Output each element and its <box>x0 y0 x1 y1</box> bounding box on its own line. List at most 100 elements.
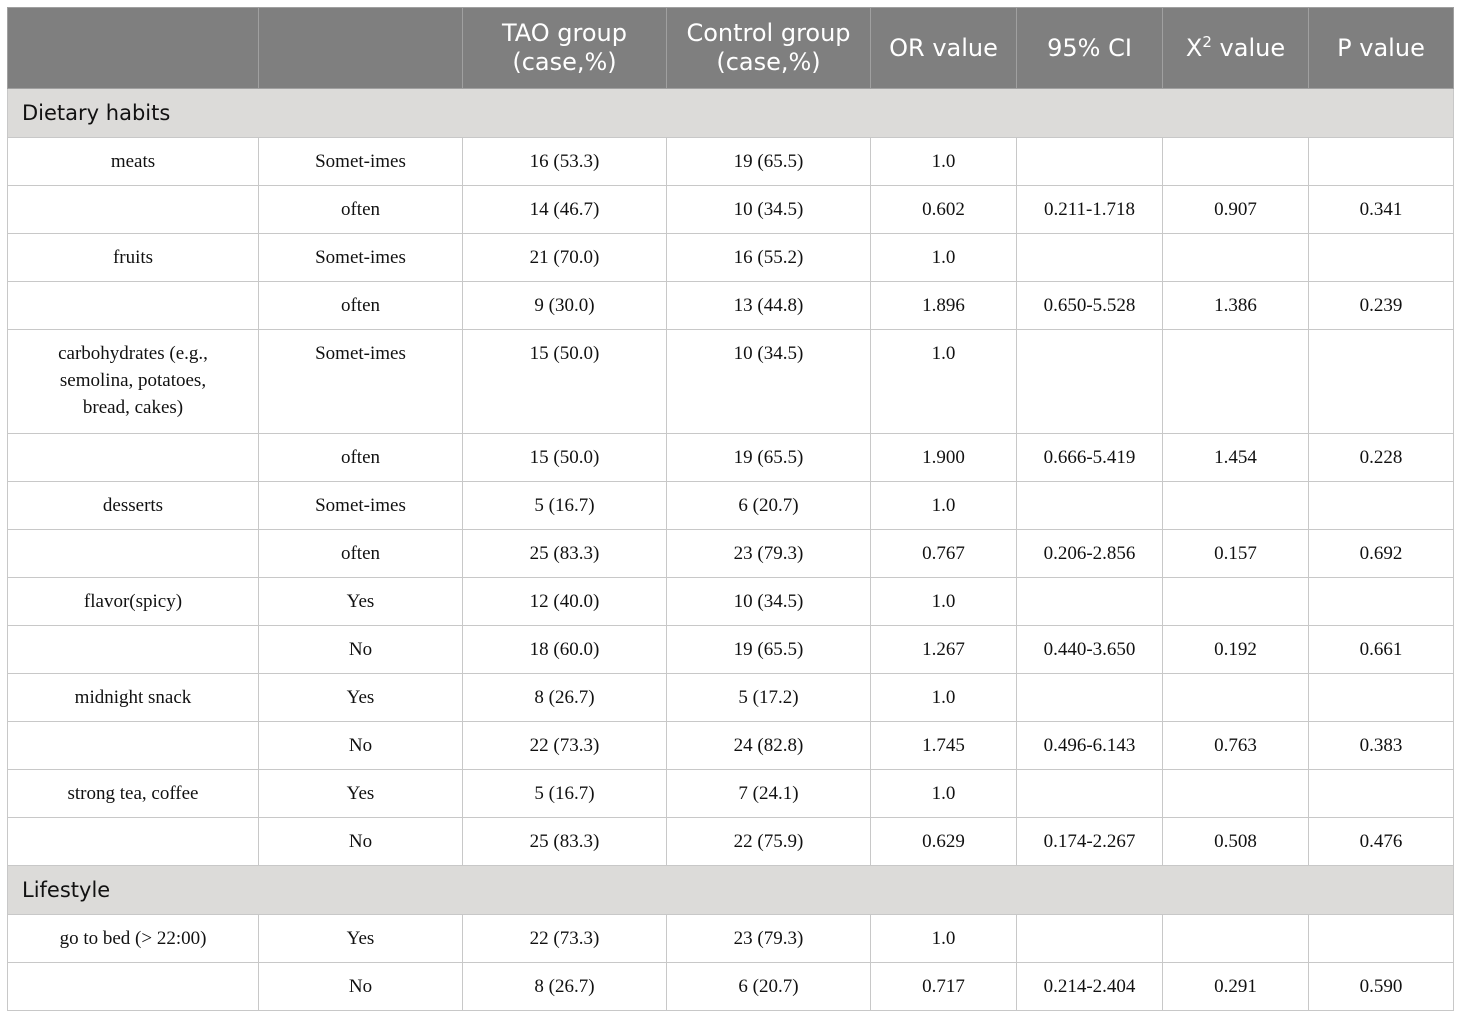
tao-group-cell: 18 (60.0) <box>462 625 667 674</box>
x2-value-cell: 0.508 <box>1162 817 1309 866</box>
or-value-cell: 1.900 <box>870 433 1017 482</box>
variable-cell: strong tea, coffee <box>7 769 259 818</box>
p-value-cell: 0.341 <box>1308 185 1454 234</box>
header-x2-value: X2 value <box>1162 7 1309 89</box>
level-cell: Somet-imes <box>258 137 463 186</box>
p-value-cell: 0.228 <box>1308 433 1454 482</box>
control-group-cell: 10 (34.5) <box>666 577 871 626</box>
variable-cell: fruits <box>7 233 259 282</box>
table-row: midnight snack Yes 8 (26.7) 5 (17.2) 1.0 <box>7 673 1454 722</box>
x2-value-cell: 0.763 <box>1162 721 1309 770</box>
ci-cell <box>1016 673 1163 722</box>
control-group-cell: 19 (65.5) <box>666 625 871 674</box>
control-group-cell: 19 (65.5) <box>666 433 871 482</box>
ci-cell: 0.650-5.528 <box>1016 281 1163 330</box>
or-value-cell: 0.717 <box>870 962 1017 1011</box>
p-value-cell <box>1308 481 1454 530</box>
level-cell: Yes <box>258 914 463 963</box>
or-value-cell: 1.745 <box>870 721 1017 770</box>
tao-group-cell: 21 (70.0) <box>462 233 667 282</box>
or-value-cell: 1.0 <box>870 233 1017 282</box>
or-value-cell: 0.629 <box>870 817 1017 866</box>
variable-cell <box>7 817 259 866</box>
table-row: No 25 (83.3) 22 (75.9) 0.629 0.174-2.267 0.50… <box>7 817 1454 866</box>
control-group-cell: 7 (24.1) <box>666 769 871 818</box>
control-group-cell: 5 (17.2) <box>666 673 871 722</box>
level-cell: often <box>258 529 463 578</box>
x2-value-cell: 0.907 <box>1162 185 1309 234</box>
header-or-value: OR value <box>870 7 1017 89</box>
p-value-cell: 0.661 <box>1308 625 1454 674</box>
table-row: often 14 (46.7) 10 (34.5) 0.602 0.211-1.718 0… <box>7 185 1454 234</box>
p-value-cell <box>1308 914 1454 963</box>
tao-group-cell: 14 (46.7) <box>462 185 667 234</box>
or-value-cell: 1.0 <box>870 329 1017 434</box>
section-title: Lifestyle <box>7 865 1454 915</box>
x2-value-cell: 1.386 <box>1162 281 1309 330</box>
x2-base: X <box>1185 33 1203 62</box>
ci-cell: 0.211-1.718 <box>1016 185 1163 234</box>
level-cell: No <box>258 625 463 674</box>
variable-cell <box>7 529 259 578</box>
variable-cell <box>7 721 259 770</box>
tao-group-cell: 5 (16.7) <box>462 769 667 818</box>
level-cell: Somet-imes <box>258 481 463 530</box>
variable-cell: desserts <box>7 481 259 530</box>
table-row: often 25 (83.3) 23 (79.3) 0.767 0.206-2.856 0… <box>7 529 1454 578</box>
tao-group-cell: 8 (26.7) <box>462 673 667 722</box>
ci-cell <box>1016 914 1163 963</box>
header-row: TAO group (case,%) Control group (case,%… <box>7 7 1454 89</box>
ci-cell <box>1016 769 1163 818</box>
variable-cell: go to bed (> 22:00) <box>7 914 259 963</box>
level-cell: often <box>258 433 463 482</box>
tao-group-cell: 22 (73.3) <box>462 914 667 963</box>
header-level <box>258 7 463 89</box>
tao-group-cell: 22 (73.3) <box>462 721 667 770</box>
level-cell: often <box>258 281 463 330</box>
table-row: No 18 (60.0) 19 (65.5) 1.267 0.440-3.650 0.19… <box>7 625 1454 674</box>
tao-group-cell: 15 (50.0) <box>462 433 667 482</box>
level-cell: Yes <box>258 769 463 818</box>
or-value-cell: 0.602 <box>870 185 1017 234</box>
p-value-cell <box>1308 329 1454 434</box>
tao-group-cell: 25 (83.3) <box>462 529 667 578</box>
level-cell: Somet-imes <box>258 329 463 434</box>
control-group-cell: 10 (34.5) <box>666 185 871 234</box>
p-value-cell: 0.692 <box>1308 529 1454 578</box>
or-value-cell: 1.0 <box>870 914 1017 963</box>
section-row: Dietary habits <box>7 88 1454 138</box>
p-value-cell <box>1308 769 1454 818</box>
x2-value-cell <box>1162 329 1309 434</box>
or-value-cell: 1.267 <box>870 625 1017 674</box>
tao-group-cell: 5 (16.7) <box>462 481 667 530</box>
header-control-group: Control group (case,%) <box>666 7 871 89</box>
level-cell: often <box>258 185 463 234</box>
level-cell: Yes <box>258 673 463 722</box>
x2-value-cell <box>1162 914 1309 963</box>
ci-cell: 0.206-2.856 <box>1016 529 1163 578</box>
table-row: meats Somet-imes 16 (53.3) 19 (65.5) 1.0 <box>7 137 1454 186</box>
control-group-cell: 10 (34.5) <box>666 329 871 434</box>
variable-cell <box>7 433 259 482</box>
table-body: Dietary habits meats Somet-imes 16 (53.3) 19… <box>7 88 1454 1011</box>
x2-value-cell <box>1162 233 1309 282</box>
variable-cell: flavor(spicy) <box>7 577 259 626</box>
control-group-cell: 16 (55.2) <box>666 233 871 282</box>
level-cell: Yes <box>258 577 463 626</box>
variable-cell <box>7 625 259 674</box>
ci-cell: 0.496-6.143 <box>1016 721 1163 770</box>
p-value-cell <box>1308 233 1454 282</box>
p-value-cell: 0.476 <box>1308 817 1454 866</box>
level-cell: No <box>258 817 463 866</box>
or-value-cell: 1.896 <box>870 281 1017 330</box>
x2-value-cell <box>1162 577 1309 626</box>
table-row: often 15 (50.0) 19 (65.5) 1.900 0.666-5.419 1… <box>7 433 1454 482</box>
variable-cell <box>7 185 259 234</box>
table-row: No 8 (26.7) 6 (20.7) 0.717 0.214-2.404 0.291 0… <box>7 962 1454 1011</box>
p-value-cell: 0.239 <box>1308 281 1454 330</box>
x2-value-cell: 1.454 <box>1162 433 1309 482</box>
x2-value-cell: 0.157 <box>1162 529 1309 578</box>
tao-group-cell: 9 (30.0) <box>462 281 667 330</box>
tao-group-cell: 12 (40.0) <box>462 577 667 626</box>
tao-group-cell: 16 (53.3) <box>462 137 667 186</box>
